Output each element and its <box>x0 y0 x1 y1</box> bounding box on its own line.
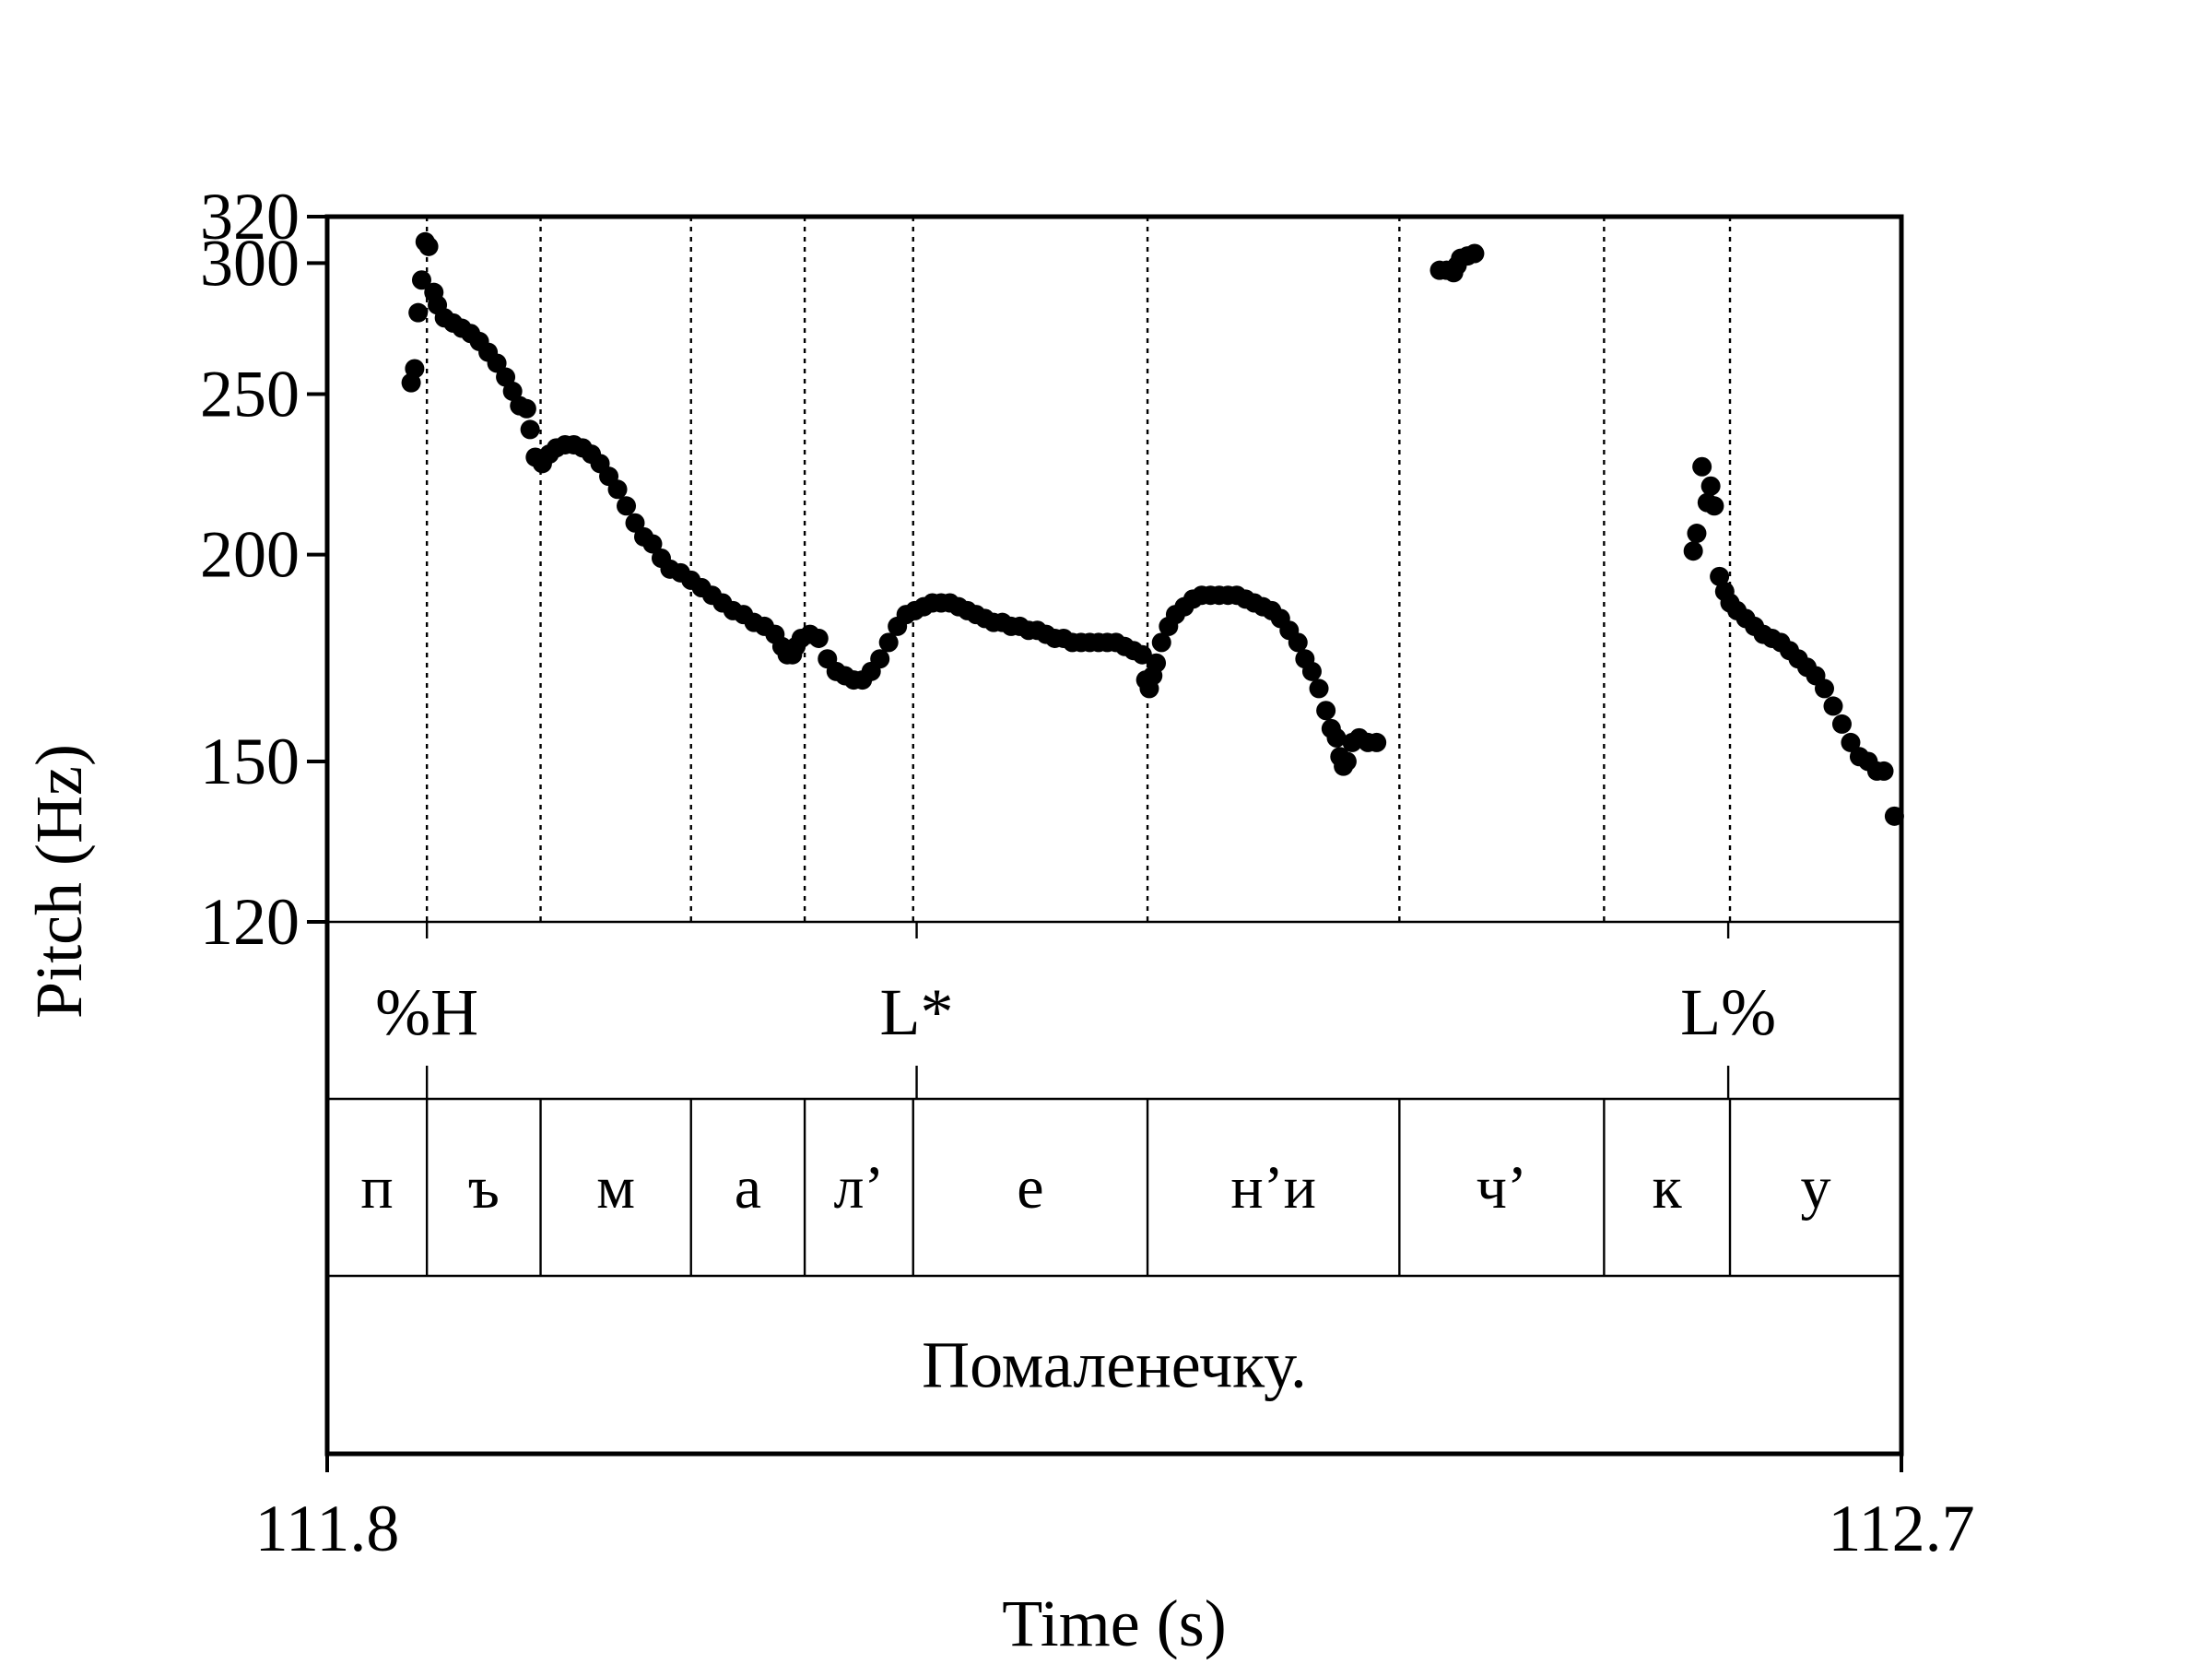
segment-label: н’и <box>1230 1154 1316 1221</box>
pitch-point <box>1132 644 1152 665</box>
segment-label: ч’ <box>1477 1154 1527 1221</box>
segment-label: п <box>360 1154 393 1221</box>
pitch-point <box>408 302 429 323</box>
pitch-point <box>1841 732 1861 752</box>
y-tick-label: 150 <box>200 725 300 798</box>
pitch-point <box>1874 761 1894 781</box>
segment-label: ъ <box>468 1154 500 1221</box>
pitch-point <box>1288 632 1308 653</box>
pitch-point <box>808 628 829 648</box>
pitch-point <box>1683 541 1703 561</box>
segment-label: а <box>735 1154 761 1221</box>
pitch-point <box>1147 653 1167 673</box>
pitch-point <box>1704 496 1724 516</box>
pitch-point <box>405 359 425 379</box>
pitch-point <box>1710 566 1730 586</box>
pitch-point <box>411 270 431 290</box>
pitch-point <box>1823 696 1843 716</box>
pitch-point <box>1367 732 1387 752</box>
y-tick-label: 120 <box>200 885 300 959</box>
pitch-point <box>1814 679 1834 699</box>
plot-frame <box>324 214 1904 1457</box>
y-axis-title: Pitch (Hz) <box>22 744 96 1019</box>
pitch-point <box>607 479 628 500</box>
x-tick-label: 111.8 <box>255 1492 400 1565</box>
pitch-point <box>487 353 507 373</box>
sentence-label: Помаленечку. <box>922 1328 1307 1402</box>
y-tick-label: 320 <box>200 180 300 254</box>
tone-label: %H <box>375 975 478 1049</box>
pitch-point <box>1700 476 1721 496</box>
pitch-point <box>520 419 540 440</box>
pitch-point <box>1336 751 1357 772</box>
x-tick-label: 112.7 <box>1828 1492 1974 1565</box>
pitch-point <box>1692 456 1712 477</box>
pitch-point <box>1309 679 1329 699</box>
pitch-point <box>617 496 637 516</box>
y-tick-label: 250 <box>200 358 300 431</box>
y-tick-label: 200 <box>200 518 300 592</box>
segment-label: л’ <box>833 1154 884 1221</box>
pitch-point <box>625 513 645 533</box>
pitch-point <box>1465 243 1485 264</box>
pitch-point <box>516 398 536 419</box>
segment-label: к <box>1653 1154 1683 1221</box>
pitch-point <box>1316 701 1336 721</box>
pitch-point <box>1326 727 1347 748</box>
tone-label: L% <box>1680 975 1776 1049</box>
pitch-point <box>878 632 899 653</box>
segment-label: у <box>1801 1154 1831 1221</box>
pitch-point <box>1831 714 1852 734</box>
pitch-point <box>1151 632 1171 653</box>
segment-label: е <box>1017 1154 1043 1221</box>
pitch-point <box>418 236 439 256</box>
pitch-point <box>870 649 890 669</box>
pitch-point <box>642 534 663 554</box>
pitch-point <box>1687 524 1707 544</box>
y-tick-label: 300 <box>200 226 300 300</box>
segment-label: м <box>596 1154 635 1221</box>
tone-label: L* <box>880 975 954 1049</box>
x-axis-title: Time (s) <box>1002 1587 1226 1659</box>
pitch-point <box>1301 661 1322 681</box>
pitch-point <box>502 381 523 401</box>
